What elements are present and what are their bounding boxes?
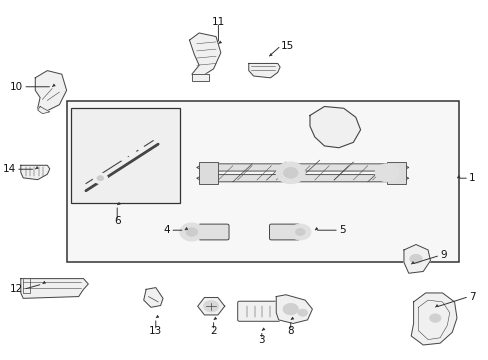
Circle shape	[276, 162, 305, 184]
Circle shape	[289, 224, 310, 240]
Polygon shape	[197, 297, 224, 315]
Polygon shape	[189, 33, 221, 80]
FancyBboxPatch shape	[269, 224, 299, 240]
Bar	[386, 162, 406, 184]
Circle shape	[97, 176, 103, 181]
Polygon shape	[403, 244, 429, 273]
Text: 8: 8	[287, 325, 293, 336]
Text: 14: 14	[3, 164, 16, 174]
Circle shape	[186, 228, 197, 236]
Polygon shape	[35, 71, 66, 112]
Circle shape	[126, 149, 136, 157]
Text: 5: 5	[338, 225, 345, 235]
Polygon shape	[191, 74, 208, 81]
Circle shape	[409, 254, 422, 264]
Text: 12: 12	[10, 284, 23, 294]
Circle shape	[93, 173, 107, 184]
Circle shape	[283, 303, 298, 315]
Circle shape	[428, 314, 440, 322]
FancyBboxPatch shape	[237, 301, 280, 321]
FancyBboxPatch shape	[198, 224, 228, 240]
Circle shape	[121, 156, 128, 161]
Text: 10: 10	[10, 82, 23, 92]
Polygon shape	[38, 107, 50, 114]
Bar	[66, 101, 458, 262]
Polygon shape	[309, 107, 360, 148]
Text: 6: 6	[114, 216, 120, 226]
Polygon shape	[196, 175, 408, 182]
Text: 9: 9	[439, 250, 446, 260]
Text: 4: 4	[163, 225, 170, 235]
Polygon shape	[196, 164, 408, 171]
Bar	[71, 108, 180, 203]
Polygon shape	[21, 165, 50, 180]
Circle shape	[138, 146, 144, 151]
Polygon shape	[248, 63, 280, 78]
Bar	[199, 162, 218, 184]
Circle shape	[297, 309, 307, 316]
Circle shape	[203, 301, 219, 312]
Circle shape	[283, 167, 297, 178]
Circle shape	[295, 228, 305, 235]
Text: 11: 11	[211, 17, 224, 27]
Text: 13: 13	[149, 325, 162, 336]
Circle shape	[374, 164, 398, 182]
Polygon shape	[276, 295, 312, 323]
Text: 2: 2	[210, 325, 217, 336]
Circle shape	[180, 223, 203, 241]
Polygon shape	[143, 288, 163, 307]
Polygon shape	[21, 279, 88, 298]
Text: 1: 1	[468, 173, 475, 183]
Text: 15: 15	[281, 41, 294, 50]
Polygon shape	[410, 293, 456, 345]
Text: 7: 7	[468, 292, 475, 302]
Text: 3: 3	[258, 334, 264, 345]
